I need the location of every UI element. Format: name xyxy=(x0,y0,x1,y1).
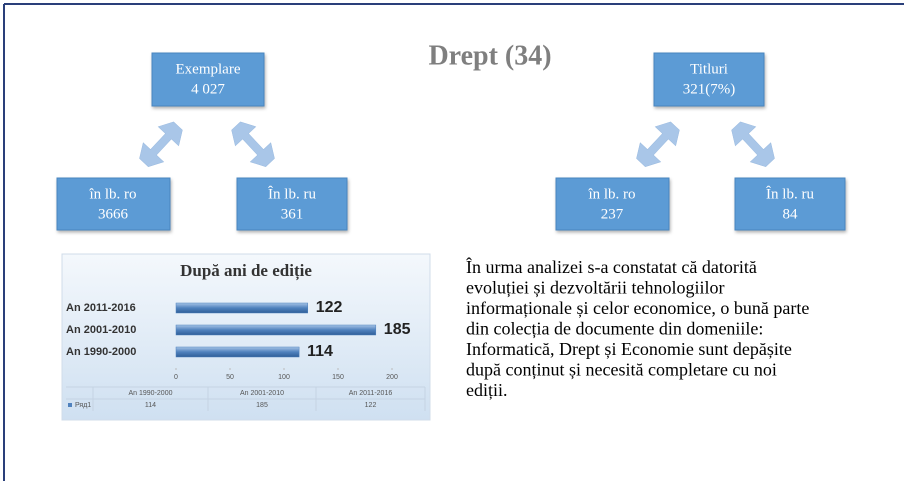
legend-label: Ряд1 xyxy=(75,402,91,409)
node-box xyxy=(653,52,765,107)
arrow xyxy=(231,121,275,167)
node-label: în lb. ro xyxy=(587,186,635,202)
paragraph-line: informaționale și celor economice, o bun… xyxy=(466,298,809,318)
data-label: 122 xyxy=(316,299,343,316)
table-value: 114 xyxy=(145,402,156,409)
node-box xyxy=(151,52,265,107)
node-box xyxy=(734,177,846,231)
table-header: An 2011-2016 xyxy=(349,390,393,397)
arrow xyxy=(139,121,183,167)
legend-swatch xyxy=(68,403,72,407)
arrow xyxy=(731,121,775,167)
node-label: în lb. ro xyxy=(88,186,136,202)
y-tick-label: An 2001-2010 xyxy=(66,324,136,336)
chart: 0 50 100 150 200 An 2011-2016 122 An 2001-2010 1… xyxy=(66,299,426,411)
chart-title: După ani de ediție xyxy=(180,261,312,281)
paragraph-line: ediții. xyxy=(466,380,508,400)
table-header: An 1990-2000 xyxy=(129,390,173,397)
x-tick-label: 150 xyxy=(332,374,344,381)
node-value: 237 xyxy=(601,206,624,222)
paragraph-line: În urma analizei s-a constatat că datori… xyxy=(466,256,757,277)
node-box xyxy=(236,177,348,231)
paragraph-line: Informatică, Drept și Economie sunt depă… xyxy=(466,339,792,359)
node-value: 4 027 xyxy=(191,81,225,97)
node-box xyxy=(56,177,171,231)
arrow xyxy=(636,121,680,167)
paragraph: În urma analizei s-a constatat că datori… xyxy=(466,256,809,400)
node-value: 321(7%) xyxy=(683,81,736,97)
node-label: Titluri xyxy=(690,61,728,77)
x-tick-label: 100 xyxy=(278,374,290,381)
node-label: În lb. ru xyxy=(766,185,814,202)
arrows xyxy=(139,121,775,167)
chart-area xyxy=(61,253,431,421)
y-tick-label: An 1990-2000 xyxy=(66,346,136,358)
slide-title: Drept (34) xyxy=(428,40,551,71)
table-value: 122 xyxy=(365,402,377,409)
table-value: 185 xyxy=(256,402,268,409)
node-label: În lb. ru xyxy=(268,185,316,202)
bar xyxy=(175,324,377,336)
paragraph-line: după conținut și necesită completare cu … xyxy=(466,360,777,380)
paragraph-line: din colecția de documente din domeniile: xyxy=(466,319,763,339)
node-value: 84 xyxy=(783,206,799,222)
x-tick-label: 200 xyxy=(386,374,398,381)
data-label: 185 xyxy=(384,321,411,338)
bar xyxy=(175,302,309,314)
data-label: 114 xyxy=(307,343,333,360)
x-tick-label: 0 xyxy=(174,374,178,381)
node-label: Exemplare xyxy=(176,61,241,77)
paragraph-line: evoluției și dezvoltării tehnologiilor xyxy=(466,278,724,298)
bar xyxy=(175,346,300,358)
node-box xyxy=(555,177,670,231)
y-tick-label: An 2011-2016 xyxy=(66,302,136,314)
node-value: 3666 xyxy=(98,206,129,222)
x-tick-label: 50 xyxy=(226,374,234,381)
table-header: An 2001-2010 xyxy=(240,390,284,397)
node-value: 361 xyxy=(281,206,304,222)
